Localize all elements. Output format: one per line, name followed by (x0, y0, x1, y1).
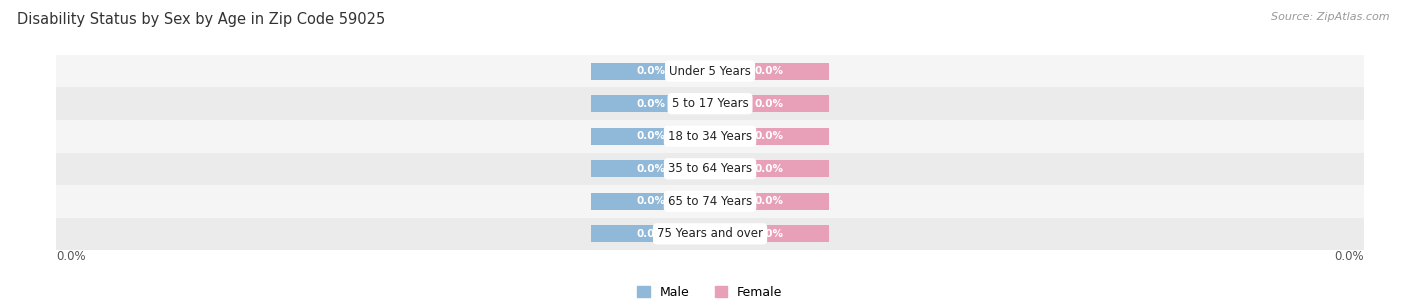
Text: 35 to 64 Years: 35 to 64 Years (668, 162, 752, 175)
Text: 0.0%: 0.0% (755, 131, 785, 141)
Text: 0.0%: 0.0% (636, 131, 665, 141)
Text: 0.0%: 0.0% (755, 99, 785, 109)
Bar (710, 193, 830, 210)
Bar (56, 88, 1364, 120)
Bar (710, 225, 830, 242)
Bar (591, 225, 710, 242)
Bar (56, 120, 1364, 152)
Text: 0.0%: 0.0% (755, 196, 785, 206)
Bar (710, 160, 830, 177)
Bar (591, 160, 710, 177)
Bar (591, 128, 710, 145)
Text: 0.0%: 0.0% (755, 229, 785, 239)
Bar (56, 55, 1364, 88)
Bar (710, 95, 830, 112)
Text: Source: ZipAtlas.com: Source: ZipAtlas.com (1271, 12, 1389, 22)
Text: 75 Years and over: 75 Years and over (657, 227, 763, 240)
Text: 0.0%: 0.0% (636, 164, 665, 174)
Bar (56, 152, 1364, 185)
Bar (710, 128, 830, 145)
Text: 0.0%: 0.0% (56, 250, 86, 263)
Text: 5 to 17 Years: 5 to 17 Years (672, 97, 748, 110)
Text: 65 to 74 Years: 65 to 74 Years (668, 195, 752, 208)
Text: 0.0%: 0.0% (755, 164, 785, 174)
Text: 0.0%: 0.0% (755, 66, 785, 76)
Bar (710, 63, 830, 80)
Bar (56, 217, 1364, 250)
Bar (591, 193, 710, 210)
Legend: Male, Female: Male, Female (637, 285, 783, 299)
Text: 0.0%: 0.0% (636, 66, 665, 76)
Text: Under 5 Years: Under 5 Years (669, 65, 751, 78)
Text: 0.0%: 0.0% (636, 229, 665, 239)
Text: 0.0%: 0.0% (636, 196, 665, 206)
Bar (56, 185, 1364, 217)
Text: 18 to 34 Years: 18 to 34 Years (668, 130, 752, 143)
Bar (591, 95, 710, 112)
Text: Disability Status by Sex by Age in Zip Code 59025: Disability Status by Sex by Age in Zip C… (17, 12, 385, 27)
Bar (591, 63, 710, 80)
Text: 0.0%: 0.0% (1334, 250, 1364, 263)
Text: 0.0%: 0.0% (636, 99, 665, 109)
